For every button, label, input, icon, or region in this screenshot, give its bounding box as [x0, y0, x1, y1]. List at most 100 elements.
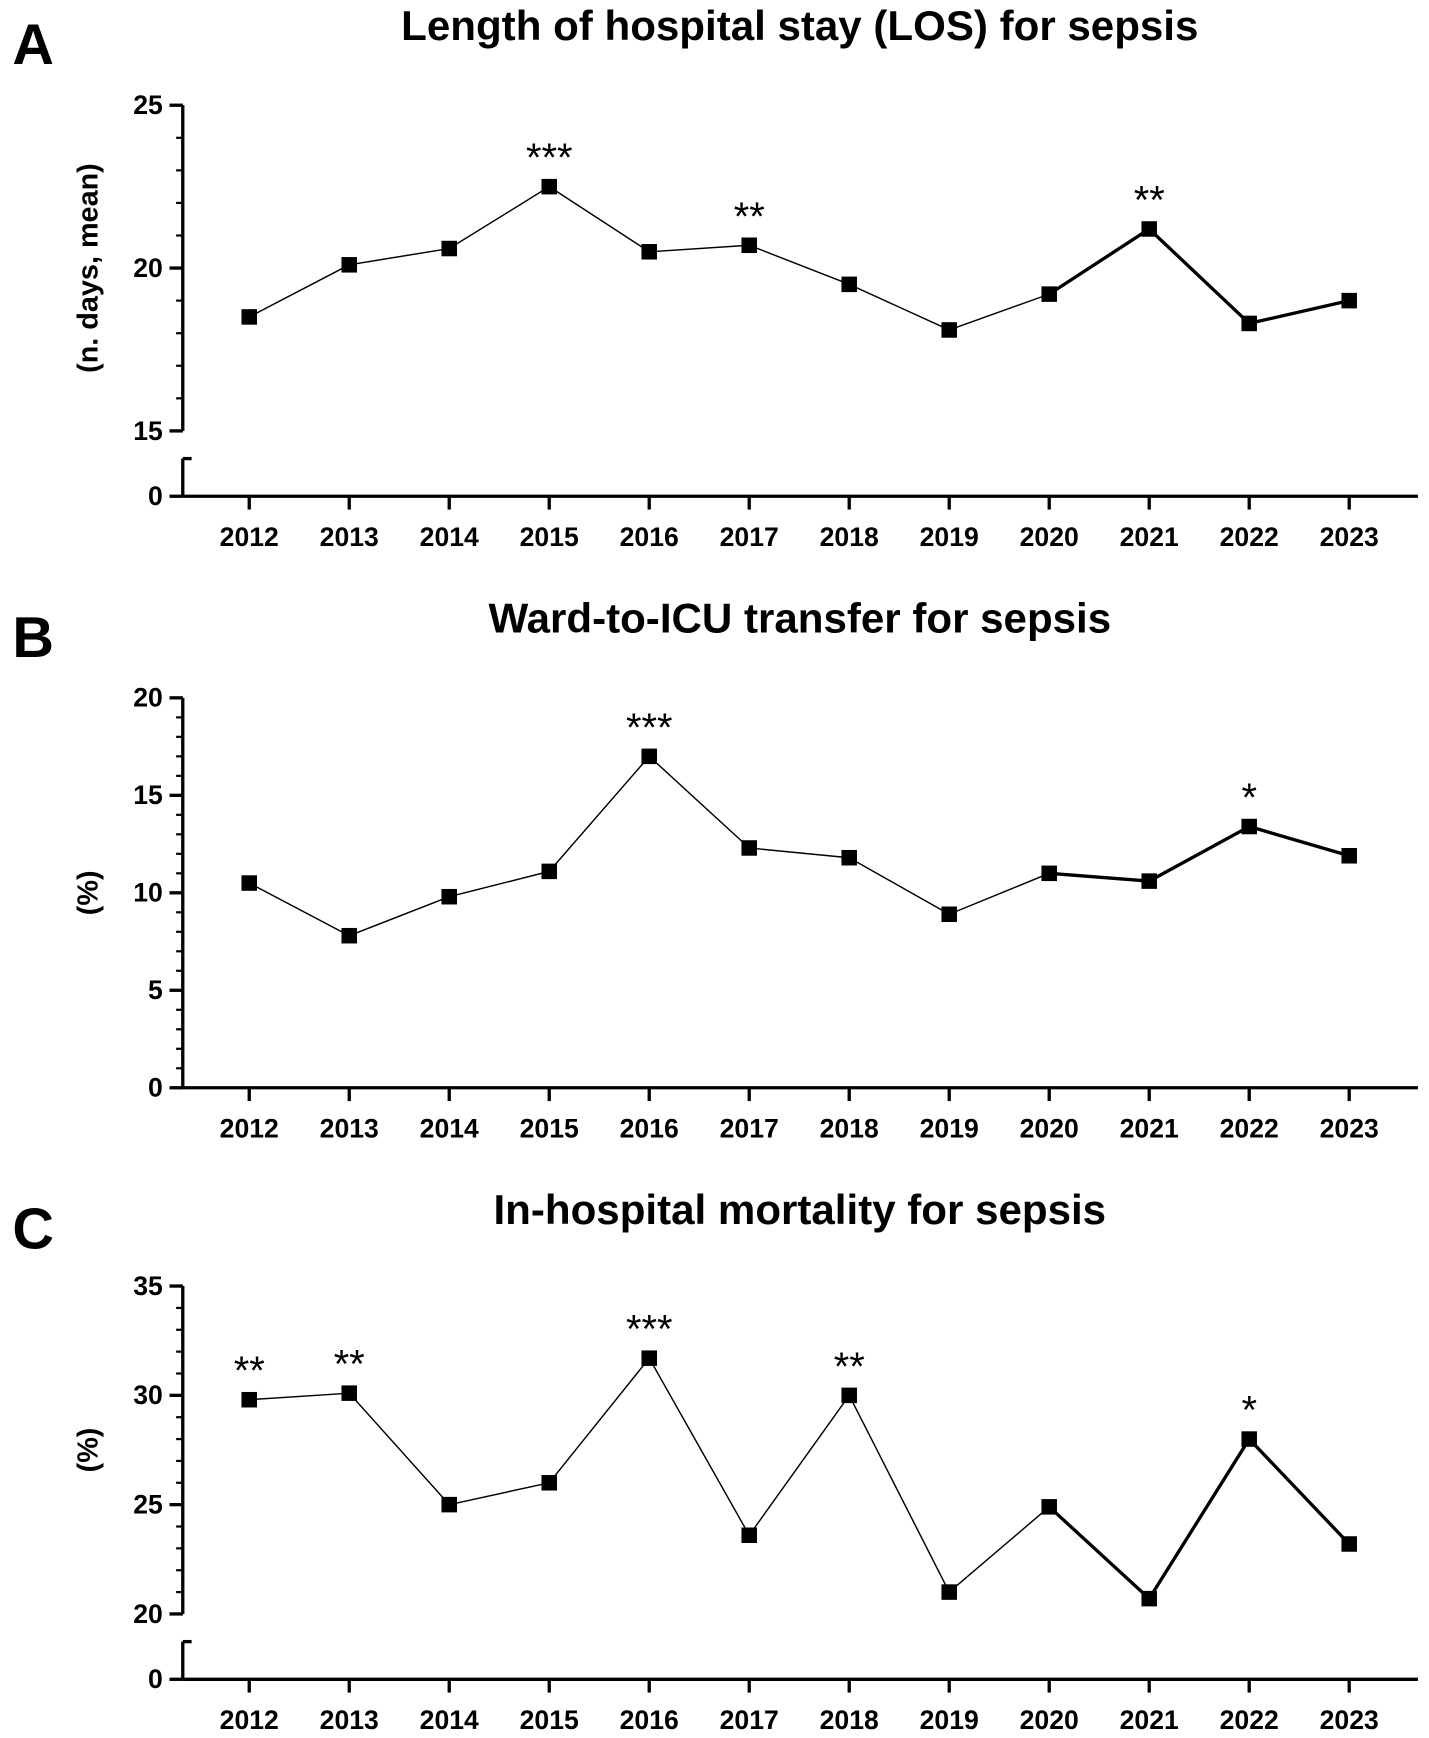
- significance-marker: **: [1134, 178, 1165, 222]
- panel-c: C In-hospital mortality for sepsis 0 35 30 25…: [12, 1186, 1418, 1735]
- series-line-segment: [749, 847, 850, 859]
- y-tick-label: 0: [148, 1664, 163, 1694]
- series-line-segment: [848, 857, 950, 915]
- data-point: [741, 237, 757, 254]
- x-tick-label: 2014: [420, 522, 479, 552]
- chart-title: In-hospital mortality for sepsis: [494, 1186, 1107, 1233]
- x-tick-label: 2023: [1320, 1705, 1379, 1735]
- series-line-segment: [1048, 227, 1151, 296]
- x-tick-label: 2016: [620, 1114, 679, 1144]
- panel-a: A Length of hospital stay (LOS) for sepsi…: [12, 2, 1418, 552]
- series-line-segment: [948, 293, 1050, 331]
- series-line-segment: [449, 870, 550, 898]
- x-tick-label: 2016: [620, 1705, 679, 1735]
- significance-marker: ***: [626, 1308, 673, 1352]
- y-tick-label: 0: [148, 481, 163, 511]
- significance-marker: ***: [626, 706, 673, 750]
- y-tick-label: 15: [133, 416, 163, 446]
- series-line-segment: [948, 1506, 1050, 1593]
- data-point: [841, 276, 857, 293]
- series-line-segment: [248, 882, 350, 937]
- series-line-segment: [1248, 824, 1350, 858]
- data-point: [441, 240, 457, 257]
- data-point: [341, 1385, 357, 1401]
- data-point: [1041, 286, 1057, 302]
- x-tick-label: 2018: [820, 1705, 879, 1735]
- x-tick-label: 2015: [520, 1705, 579, 1735]
- data-point: [741, 1527, 757, 1543]
- data-point: [341, 257, 357, 273]
- significance-marker: **: [734, 195, 765, 239]
- data-point: [941, 906, 957, 923]
- data-point: [641, 748, 657, 765]
- panel-b: B Ward-to-ICU transfer for sepsis20151050…: [12, 595, 1418, 1144]
- data-point: [941, 322, 957, 338]
- y-axis-label: (n. days, mean): [72, 163, 104, 373]
- y-tick-label: 25: [133, 90, 163, 120]
- y-tick-label: 35: [133, 1271, 163, 1301]
- series-line-segment: [748, 244, 850, 286]
- y-axis-label: (%): [72, 1428, 104, 1473]
- data-point: [541, 863, 557, 880]
- data-point: [241, 875, 257, 891]
- x-tick-label: 2021: [1120, 522, 1179, 552]
- x-tick-label: 2021: [1120, 1705, 1179, 1735]
- data-point: [341, 927, 357, 944]
- x-tick-label: 2022: [1220, 1705, 1279, 1735]
- data-point: [1241, 315, 1257, 332]
- series-line-segment: [449, 1482, 550, 1506]
- series-line-segment: [848, 283, 950, 331]
- x-tick-label: 2020: [1020, 1705, 1079, 1735]
- data-point: [241, 1391, 257, 1408]
- significance-marker: **: [834, 1345, 865, 1389]
- x-tick-label: 2023: [1320, 522, 1379, 552]
- series-line-segment: [1248, 299, 1350, 326]
- chart-title: Length of hospital stay (LOS) for sepsis: [401, 2, 1198, 49]
- x-tick-label: 2022: [1220, 522, 1279, 552]
- x-tick-label: 2020: [1020, 1114, 1079, 1144]
- x-tick-label: 2018: [820, 522, 879, 552]
- series-line-segment: [649, 244, 750, 253]
- significance-marker: *: [1241, 1389, 1257, 1433]
- x-tick-label: 2013: [320, 1114, 379, 1144]
- x-tick-label: 2019: [920, 522, 979, 552]
- series-line-segment: [348, 1392, 450, 1506]
- x-tick-label: 2013: [320, 522, 379, 552]
- chart-title: Ward-to-ICU transfer for sepsis: [488, 595, 1111, 642]
- panel-letter: A: [12, 13, 54, 77]
- data-point: [541, 178, 557, 195]
- data-point: [1241, 818, 1257, 835]
- data-point: [741, 840, 757, 856]
- x-tick-label: 2023: [1320, 1114, 1379, 1144]
- data-point: [241, 309, 257, 325]
- data-point: [641, 1350, 657, 1366]
- data-point: [541, 1475, 557, 1491]
- series-line-segment: [349, 247, 450, 266]
- x-tick-label: 2013: [320, 1705, 379, 1735]
- series-line-segment: [948, 872, 1050, 915]
- y-tick-label: 15: [133, 780, 163, 810]
- y-tick-label: 20: [133, 253, 163, 283]
- data-point: [841, 1387, 857, 1404]
- x-tick-label: 2014: [420, 1114, 479, 1144]
- x-tick-label: 2020: [1020, 522, 1079, 552]
- series-line-segment: [1248, 1437, 1351, 1546]
- x-tick-label: 2021: [1120, 1114, 1179, 1144]
- series-line-segment: [248, 264, 350, 318]
- x-tick-label: 2012: [220, 1705, 279, 1735]
- x-tick-label: 2015: [520, 522, 579, 552]
- data-point: [1241, 1431, 1257, 1447]
- x-tick-label: 2015: [520, 1114, 579, 1144]
- series-line-segment: [548, 186, 650, 253]
- series-line-segment: [1049, 871, 1150, 883]
- y-tick-label: 20: [133, 683, 163, 713]
- x-tick-label: 2018: [820, 1114, 879, 1144]
- series-line-segment: [548, 755, 650, 872]
- data-point: [1341, 1536, 1357, 1552]
- series-line-segment: [448, 186, 550, 250]
- data-point: [841, 849, 857, 866]
- series-line-segment: [1147, 1438, 1251, 1600]
- series-line-segment: [548, 1357, 650, 1484]
- y-tick-label: 5: [148, 975, 163, 1005]
- series-line-segment: [1148, 825, 1251, 883]
